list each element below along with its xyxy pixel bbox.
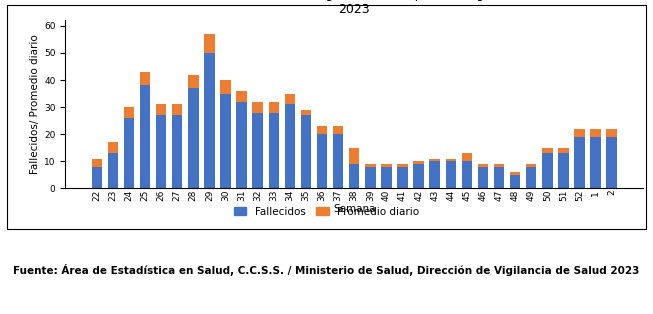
Bar: [253, 102, 263, 112]
Bar: [188, 88, 199, 188]
Bar: [413, 161, 424, 164]
Bar: [590, 129, 601, 137]
Bar: [172, 104, 182, 115]
Bar: [397, 164, 407, 167]
Bar: [397, 167, 407, 188]
Bar: [108, 153, 118, 188]
Bar: [381, 167, 392, 188]
Bar: [285, 104, 295, 188]
Bar: [526, 167, 537, 188]
Bar: [558, 153, 569, 188]
X-axis label: Semana: Semana: [333, 204, 375, 214]
Title: Costa Rica: Fallecidos COVID-19, según semana epidemiológica 22-2022 a 2 del
202: Costa Rica: Fallecidos COVID-19, según s…: [103, 0, 605, 16]
Bar: [349, 148, 360, 164]
Bar: [494, 167, 504, 188]
Bar: [445, 161, 456, 188]
Bar: [317, 134, 327, 188]
Bar: [301, 115, 311, 188]
Bar: [494, 164, 504, 167]
Bar: [317, 126, 327, 134]
Bar: [365, 164, 375, 167]
Bar: [220, 80, 231, 94]
Bar: [478, 164, 488, 167]
Bar: [430, 161, 440, 188]
Bar: [236, 102, 247, 188]
Bar: [188, 75, 199, 88]
Bar: [445, 159, 456, 161]
Bar: [204, 53, 215, 188]
Bar: [285, 94, 295, 104]
Bar: [301, 110, 311, 115]
Bar: [156, 115, 167, 188]
Bar: [478, 167, 488, 188]
Bar: [91, 167, 102, 188]
Bar: [91, 159, 102, 167]
Bar: [526, 164, 537, 167]
Bar: [510, 172, 520, 175]
Bar: [349, 164, 360, 188]
Bar: [140, 85, 150, 188]
Bar: [413, 164, 424, 188]
Bar: [124, 107, 135, 118]
Bar: [381, 164, 392, 167]
Bar: [574, 137, 584, 188]
Bar: [462, 161, 472, 188]
Bar: [204, 34, 215, 53]
Bar: [590, 137, 601, 188]
Bar: [253, 112, 263, 188]
Bar: [124, 118, 135, 188]
Bar: [108, 142, 118, 153]
Bar: [607, 137, 617, 188]
Bar: [542, 153, 552, 188]
Legend: Fallecidos, Promedio diario: Fallecidos, Promedio diario: [230, 203, 423, 221]
Bar: [172, 115, 182, 188]
Bar: [333, 126, 343, 134]
Bar: [268, 112, 279, 188]
Bar: [268, 102, 279, 112]
Bar: [558, 148, 569, 153]
Bar: [236, 91, 247, 102]
Bar: [140, 72, 150, 85]
Bar: [607, 129, 617, 137]
Bar: [462, 153, 472, 161]
Bar: [510, 175, 520, 188]
Bar: [430, 159, 440, 161]
Bar: [156, 104, 167, 115]
Bar: [333, 134, 343, 188]
Bar: [365, 167, 375, 188]
Y-axis label: Fallecidos/ Promedio diario: Fallecidos/ Promedio diario: [30, 35, 40, 174]
Bar: [542, 148, 552, 153]
Bar: [574, 129, 584, 137]
Bar: [220, 94, 231, 188]
Text: Fuente: Área de Estadística en Salud, C.C.S.S. / Ministerio de Salud, Dirección : Fuente: Área de Estadística en Salud, C.…: [13, 264, 639, 276]
